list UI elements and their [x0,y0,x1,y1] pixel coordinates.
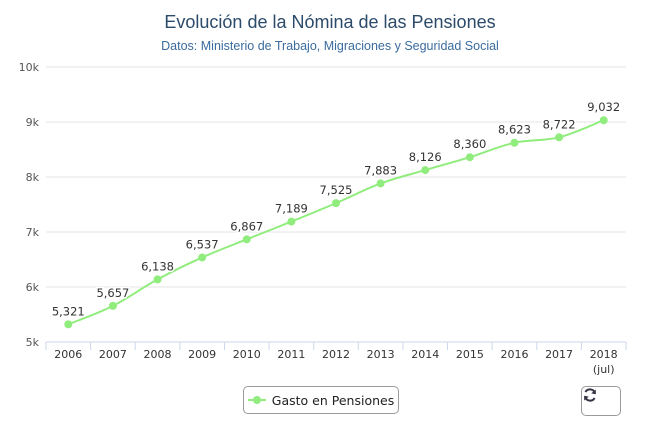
y-tick-label: 7k [26,226,40,239]
data-point [64,320,73,329]
data-label: 6,537 [186,237,219,251]
legend-marker [247,395,266,405]
x-tick-sublabel: (jul) [593,363,615,376]
x-tick-label: 2010 [233,348,261,361]
x-tick-label: 2014 [411,348,439,361]
data-label: 8,623 [498,123,531,137]
data-label: 7,883 [364,163,397,177]
data-label: 8,126 [409,150,442,164]
data-point [376,179,385,188]
data-label: 7,189 [275,202,308,216]
data-label: 8,360 [453,137,486,151]
y-tick-label: 5k [26,336,40,349]
data-label: 6,138 [141,259,174,273]
legend-label: Gasto en Pensiones [271,392,395,408]
data-point [242,235,251,244]
x-tick-label: 2013 [367,348,395,361]
x-tick-label: 2006 [54,348,82,361]
data-point [421,166,430,175]
data-label: 9,032 [587,100,620,114]
x-tick-label: 2011 [277,348,305,361]
data-label: 7,525 [320,183,353,197]
y-tick-label: 10k [19,61,40,74]
x-tick-label: 2009 [188,348,216,361]
x-tick-label: 2018 [590,348,618,361]
data-point [153,275,162,284]
refresh-button[interactable] [581,386,621,416]
y-tick-label: 6k [26,281,40,294]
refresh-icon [584,388,596,402]
chart-title: Evolución de la Nómina de las Pensiones [164,12,496,32]
series-line [67,119,605,326]
data-point [108,301,117,310]
chart-subtitle: Datos: Ministerio de Trabajo, Migracione… [161,39,499,53]
data-point [510,138,519,147]
data-label: 6,867 [230,219,263,233]
x-tick-label: 2017 [545,348,573,361]
x-tick-label: 2015 [456,348,484,361]
data-point [465,153,474,162]
data-point [332,199,340,208]
x-tick-label: 2012 [322,348,350,361]
data-point [555,133,564,142]
data-point [287,217,296,226]
y-tick-label: 8k [26,171,40,184]
data-point [599,116,608,125]
data-label: 8,722 [543,117,576,131]
x-tick-label: 2016 [500,348,528,361]
data-label: 5,657 [96,286,129,300]
y-tick-label: 9k [26,116,40,129]
data-point [198,253,207,262]
x-tick-label: 2007 [99,348,127,361]
x-tick-label: 2008 [144,348,172,361]
data-label: 5,321 [52,304,85,318]
legend-item-gasto-en-pensiones[interactable]: Gasto en Pensiones [243,386,399,414]
